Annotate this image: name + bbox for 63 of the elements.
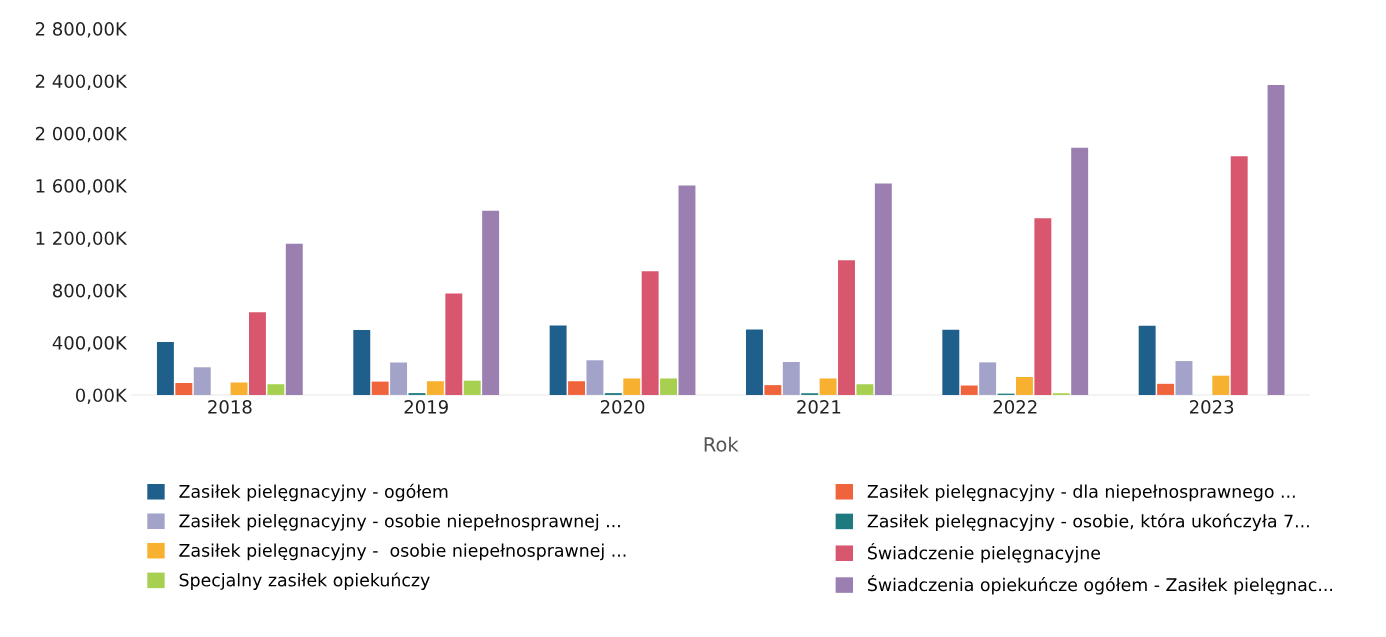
bar	[942, 329, 960, 395]
x-tick-label: 2022	[993, 400, 1037, 414]
legend-label: Świadczenia opiekuńcze ogółem - Zasiłek pielęgnac...	[868, 574, 1333, 595]
bar	[426, 381, 444, 395]
bar	[549, 325, 567, 395]
bar	[586, 360, 604, 395]
bar	[678, 185, 696, 395]
bar	[463, 380, 481, 395]
bar	[746, 329, 763, 395]
bar	[1267, 84, 1285, 395]
y-tick-label: 1 600,00K	[36, 179, 128, 195]
legend-label: Zasiłek pielęgnacyjny - osobie niepełnosprawnej ...	[179, 543, 626, 561]
y-tick-label: 0,00K	[75, 388, 128, 404]
bar	[1157, 383, 1175, 395]
bar	[819, 378, 837, 395]
legend-label: Świadczenie pielęgnacyjne	[868, 543, 1101, 563]
bar	[445, 293, 463, 395]
bar	[960, 385, 978, 395]
bar	[782, 361, 800, 395]
x-tick-label: 2021	[797, 400, 841, 414]
x-tick-label: 2019	[404, 400, 448, 414]
bar	[568, 381, 585, 395]
bar	[838, 260, 855, 395]
bar	[1230, 156, 1248, 395]
bar	[390, 362, 408, 395]
x-axis-title: Rok	[704, 436, 739, 452]
y-tick-label: 800,00K	[53, 283, 128, 300]
y-tick-label: 2 400,00K	[35, 74, 128, 90]
bar	[248, 312, 266, 395]
bar	[156, 341, 174, 395]
y-tick-label: 2 000,00K	[35, 126, 128, 143]
bar	[175, 382, 193, 395]
y-tick-label: 2 800,00K	[35, 22, 128, 38]
x-tick-label: 2018	[208, 400, 252, 414]
legend-label: Zasiłek pielęgnacyjny - ogółem	[179, 483, 448, 502]
bar	[371, 381, 389, 395]
legend-label: Zasiłek pielęgnacyjny - osobie niepełnosprawnej ...	[179, 513, 620, 531]
bar	[285, 243, 303, 395]
bar	[641, 271, 659, 395]
bar	[353, 330, 371, 395]
bar	[979, 362, 997, 395]
legend-label: Zasiłek pielęgnacyjny - osobie, która ukończyła 7...	[867, 513, 1309, 531]
bar	[482, 210, 500, 395]
y-tick-label: 400,00K	[52, 336, 128, 352]
bar	[1071, 147, 1089, 395]
bar	[230, 382, 248, 395]
bar	[1034, 218, 1052, 395]
bar	[1138, 325, 1156, 395]
x-tick-label: 2020	[600, 400, 645, 414]
legend-label: Zasiłek pielęgnacyjny - dla niepełnosprawnego ...	[867, 484, 1295, 502]
x-tick-label: 2023	[1189, 400, 1234, 414]
bar	[764, 385, 782, 395]
y-tick-label: 1 200,00K	[36, 231, 128, 247]
bar	[267, 384, 285, 395]
bar	[193, 367, 211, 395]
bar	[660, 378, 678, 395]
legend-label: Specjalny zasiłek opiekuńczy	[179, 572, 430, 590]
bar	[1015, 377, 1033, 395]
bar	[856, 384, 874, 395]
bar	[874, 183, 892, 395]
bar	[1175, 361, 1193, 395]
bar	[1212, 375, 1230, 395]
bar	[623, 378, 641, 395]
